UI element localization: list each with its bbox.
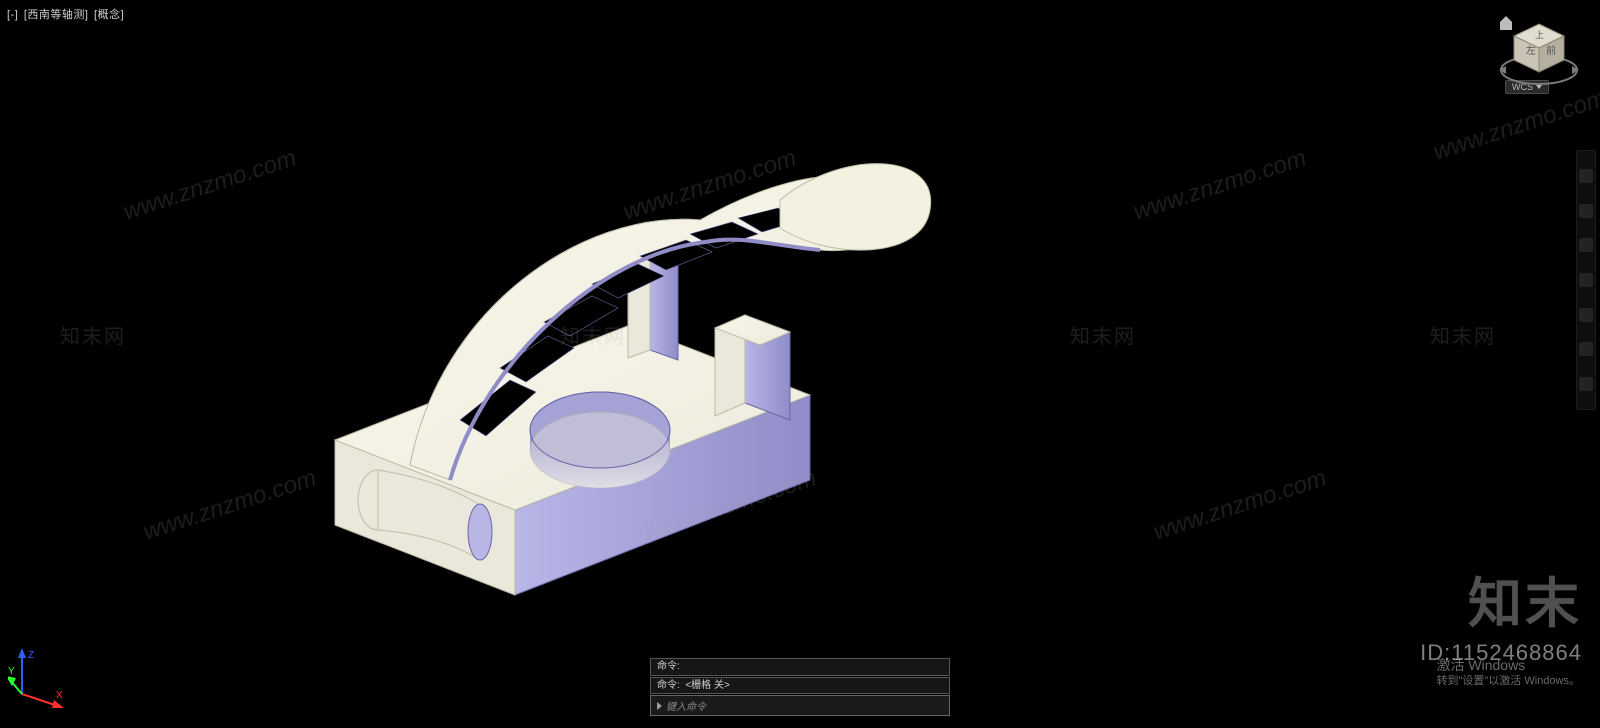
windows-activation-notice: 激活 Windows 转到"设置"以激活 Windows。 xyxy=(1437,656,1581,688)
navbar-item[interactable] xyxy=(1579,273,1593,287)
ucs-y-label: Y xyxy=(8,666,15,677)
chevron-right-icon xyxy=(657,702,662,710)
navigation-bar[interactable] xyxy=(1576,150,1596,410)
navbar-item[interactable] xyxy=(1579,308,1593,322)
navbar-item[interactable] xyxy=(1579,238,1593,252)
command-line[interactable]: 命令: 命令: <栅格 关> 键入命令 xyxy=(650,658,950,716)
viewport-restore[interactable]: [-] xyxy=(6,9,19,21)
viewcube-face-top[interactable]: 上 xyxy=(1535,30,1544,40)
viewcube-container: 左 前 上 WCS xyxy=(1482,12,1572,94)
model-3d-view xyxy=(300,60,1020,620)
activation-line2: 转到"设置"以激活 Windows。 xyxy=(1437,674,1581,688)
watermark-brand: 知末 xyxy=(1468,559,1582,638)
ucs-icon[interactable]: Z X Y xyxy=(8,644,72,708)
ucs-x-label: X xyxy=(56,690,63,701)
command-input[interactable]: 键入命令 xyxy=(650,695,950,716)
watermark-url: www.znzmo.com xyxy=(120,144,300,226)
watermark-cn: 知末网 xyxy=(560,320,626,349)
navbar-item[interactable] xyxy=(1579,169,1593,183)
watermark-url: www.znzmo.com xyxy=(140,464,320,546)
viewport-label[interactable]: [-] [西南等轴测] [概念] xyxy=(6,6,125,22)
viewcube-home-icon[interactable] xyxy=(1500,16,1512,30)
watermark-url: www.znzmo.com xyxy=(1130,144,1310,226)
viewport-view[interactable]: [西南等轴测] xyxy=(23,9,90,21)
watermark-url: www.znzmo.com xyxy=(1430,84,1600,166)
navbar-item[interactable] xyxy=(1579,342,1593,356)
watermark-cn: 知末网 xyxy=(1070,320,1136,349)
viewcube-face-left[interactable]: 左 xyxy=(1526,44,1536,57)
activation-line1: 激活 Windows xyxy=(1437,656,1581,674)
command-history-line: 命令: <栅格 关> xyxy=(650,677,950,695)
navbar-item[interactable] xyxy=(1579,377,1593,391)
watermark-cn: 知末网 xyxy=(1430,320,1496,349)
viewport-style[interactable]: [概念] xyxy=(93,9,125,21)
watermark-cn: 知末网 xyxy=(60,320,126,349)
viewcube-cube[interactable]: 左 前 上 xyxy=(1514,24,1564,72)
watermark-url: www.znzmo.com xyxy=(640,464,820,546)
ucs-z-label: Z xyxy=(28,650,34,661)
watermark-url: www.znzmo.com xyxy=(1150,464,1330,546)
viewcube-face-front[interactable]: 前 xyxy=(1546,44,1556,57)
command-placeholder: 键入命令 xyxy=(666,698,706,713)
viewcube[interactable]: 左 前 上 xyxy=(1494,12,1560,74)
watermark-url: www.znzmo.com xyxy=(620,144,800,226)
navbar-item[interactable] xyxy=(1579,204,1593,218)
command-history-line: 命令: xyxy=(650,658,950,676)
